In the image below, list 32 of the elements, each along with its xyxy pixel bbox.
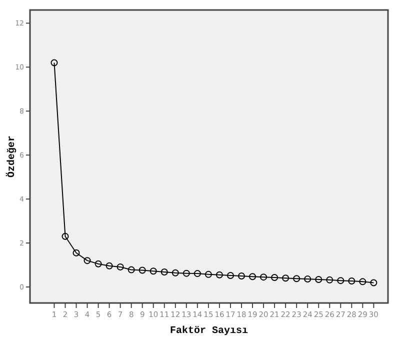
point [315, 276, 322, 283]
point [359, 278, 366, 286]
y-axis-title: Özdeğer [5, 135, 18, 178]
point [94, 260, 102, 268]
point [172, 269, 179, 276]
point [116, 263, 124, 270]
point [62, 232, 69, 240]
point [72, 249, 80, 256]
point [370, 279, 378, 286]
point [106, 262, 113, 270]
point [204, 270, 212, 278]
point [128, 266, 135, 274]
point [260, 274, 268, 281]
point [271, 274, 278, 282]
point [84, 257, 91, 264]
point [50, 59, 58, 66]
point [182, 270, 190, 277]
point [150, 268, 157, 275]
point [238, 272, 245, 280]
point [138, 266, 146, 274]
point [216, 271, 223, 278]
point [348, 278, 356, 285]
x-axis-title: Faktör Sayısı [170, 325, 248, 337]
point [249, 273, 256, 280]
point [282, 274, 290, 282]
point [337, 277, 344, 284]
point [194, 270, 201, 278]
point [226, 272, 234, 280]
point [160, 268, 168, 276]
point [304, 276, 312, 283]
point [293, 275, 300, 282]
point [326, 276, 334, 284]
